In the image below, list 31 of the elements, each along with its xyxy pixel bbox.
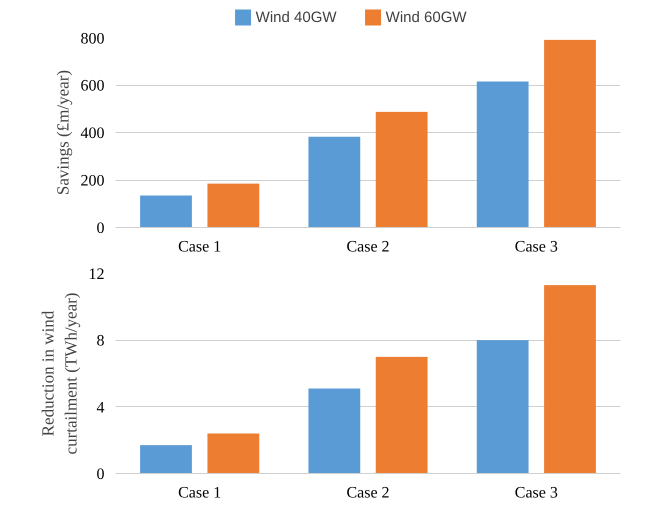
y-tick-label: 400 bbox=[80, 125, 104, 142]
y-tick-label: 12 bbox=[88, 266, 104, 283]
bar bbox=[476, 340, 529, 474]
y-tick-label: 0 bbox=[96, 466, 104, 483]
x-tick-label: Case 3 bbox=[514, 484, 558, 502]
x-tick-label: Case 3 bbox=[514, 238, 558, 256]
bar bbox=[376, 356, 428, 474]
bar bbox=[140, 445, 192, 474]
x-tick-label: Case 2 bbox=[346, 238, 390, 256]
x-tick-label: Case 2 bbox=[346, 484, 390, 502]
bar bbox=[207, 184, 260, 228]
x-tick-label: Case 1 bbox=[178, 484, 222, 502]
bar bbox=[544, 40, 596, 228]
bar bbox=[308, 388, 360, 474]
bar bbox=[376, 112, 428, 228]
bar bbox=[476, 81, 529, 228]
bar bbox=[544, 285, 596, 474]
legend-label: Wind 40GW bbox=[256, 9, 338, 26]
bar bbox=[207, 434, 260, 474]
bar bbox=[140, 195, 192, 228]
y-tick-label: 200 bbox=[80, 172, 104, 190]
y-tick-label: 8 bbox=[96, 332, 104, 350]
y-axis-title: Reduction in wind curtailment (TWh/year) bbox=[38, 292, 80, 454]
y-tick-label: 600 bbox=[80, 78, 104, 94]
y-tick-label: 0 bbox=[96, 220, 104, 237]
bar bbox=[308, 136, 360, 228]
y-tick-label: 800 bbox=[80, 30, 104, 48]
x-tick-label: Case 1 bbox=[178, 238, 222, 256]
y-tick-label: 4 bbox=[96, 399, 104, 416]
legend-label: Wind 60GW bbox=[386, 9, 468, 26]
y-axis-title: Savings (£m/year) bbox=[54, 70, 72, 196]
